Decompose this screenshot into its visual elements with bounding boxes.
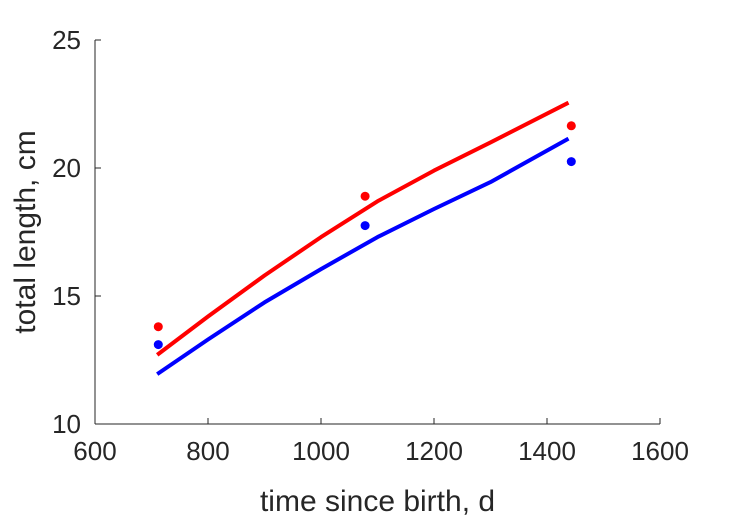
series-line-1	[156, 136, 570, 376]
y-axis-label: total length, cm	[9, 130, 42, 333]
data-point	[153, 340, 163, 350]
y-tick-label: 20	[52, 153, 81, 183]
y-tick-label: 15	[52, 281, 81, 311]
x-tick-label: 800	[186, 436, 229, 466]
axes: 600 800 1000 1200 1400 1600 10 15 20 25	[52, 25, 689, 466]
data-point	[566, 121, 576, 131]
series-line-0	[155, 100, 570, 357]
x-tick-label: 1400	[518, 436, 576, 466]
x-axis-label: time since birth, d	[260, 485, 495, 518]
y-tick-label: 25	[52, 25, 81, 55]
data-point	[360, 221, 370, 231]
data-point	[153, 322, 163, 332]
data-point	[566, 157, 576, 167]
y-tick-label: 10	[52, 409, 81, 439]
series-layer	[153, 100, 576, 376]
data-point	[360, 191, 370, 201]
x-tick-label: 1000	[292, 436, 350, 466]
x-tick-label: 1200	[405, 436, 463, 466]
x-tick-label: 600	[73, 436, 116, 466]
x-tick-label: 1600	[631, 436, 689, 466]
